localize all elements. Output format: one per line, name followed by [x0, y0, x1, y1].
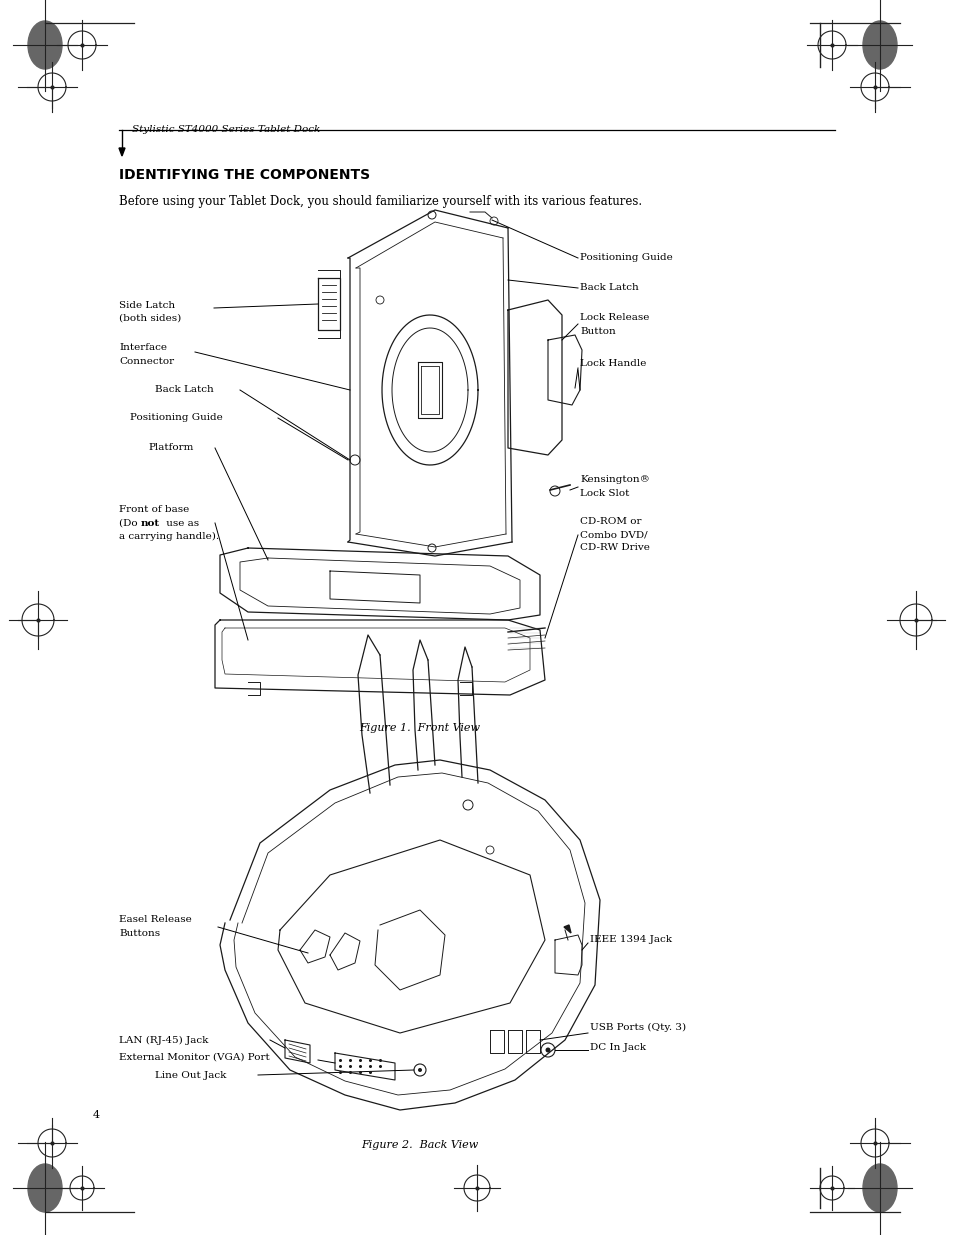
Text: Before using your Tablet Dock, you should familiarize yourself with its various : Before using your Tablet Dock, you shoul… [119, 195, 641, 207]
Text: Button: Button [579, 326, 615, 336]
Text: LAN (RJ-45) Jack: LAN (RJ-45) Jack [119, 1035, 208, 1045]
Text: DC In Jack: DC In Jack [589, 1042, 645, 1051]
Text: Lock Handle: Lock Handle [579, 358, 646, 368]
Ellipse shape [28, 21, 62, 69]
Text: Kensington®: Kensington® [579, 475, 649, 484]
Text: CD-RW Drive: CD-RW Drive [579, 543, 649, 552]
Text: Front of base: Front of base [119, 505, 189, 515]
Polygon shape [563, 925, 571, 932]
Text: (Do: (Do [119, 519, 141, 527]
Text: Line Out Jack: Line Out Jack [154, 1071, 226, 1079]
Text: Lock Release: Lock Release [579, 314, 649, 322]
Text: IEEE 1394 Jack: IEEE 1394 Jack [589, 935, 671, 945]
Text: Connector: Connector [119, 357, 174, 366]
Text: Stylistic ST4000 Series Tablet Dock: Stylistic ST4000 Series Tablet Dock [132, 125, 320, 135]
Text: USB Ports (Qty. 3): USB Ports (Qty. 3) [589, 1023, 685, 1031]
Text: Platform: Platform [148, 443, 193, 452]
Text: Positioning Guide: Positioning Guide [130, 414, 222, 422]
Text: Back Latch: Back Latch [154, 385, 213, 394]
Text: use as: use as [163, 519, 199, 527]
Text: Figure 2.  Back View: Figure 2. Back View [361, 1140, 478, 1150]
Text: not: not [141, 519, 160, 527]
Text: Interface: Interface [119, 343, 167, 352]
Circle shape [545, 1047, 550, 1052]
Circle shape [417, 1068, 421, 1072]
Text: (both sides): (both sides) [119, 314, 181, 322]
Polygon shape [119, 148, 125, 156]
Text: a carrying handle).: a carrying handle). [119, 531, 219, 541]
Text: CD-ROM or: CD-ROM or [579, 517, 640, 526]
Ellipse shape [862, 21, 896, 69]
Text: Positioning Guide: Positioning Guide [579, 253, 672, 263]
Text: External Monitor (VGA) Port: External Monitor (VGA) Port [119, 1052, 270, 1062]
Text: 4: 4 [92, 1110, 100, 1120]
Ellipse shape [862, 1165, 896, 1212]
Text: Figure 1.  Front View: Figure 1. Front View [359, 722, 480, 734]
Text: Side Latch: Side Latch [119, 300, 175, 310]
Text: Easel Release: Easel Release [119, 915, 192, 925]
Text: Back Latch: Back Latch [579, 284, 639, 293]
Ellipse shape [28, 1165, 62, 1212]
Text: Buttons: Buttons [119, 929, 160, 937]
Text: Lock Slot: Lock Slot [579, 489, 629, 498]
Text: IDENTIFYING THE COMPONENTS: IDENTIFYING THE COMPONENTS [119, 168, 370, 182]
Text: Combo DVD/: Combo DVD/ [579, 531, 647, 540]
